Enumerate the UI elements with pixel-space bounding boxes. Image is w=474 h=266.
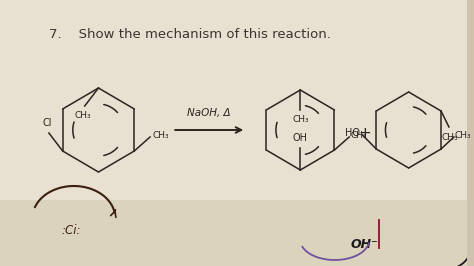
Text: 7.    Show the mechanism of this reaction.: 7. Show the mechanism of this reaction.	[49, 28, 331, 41]
Text: CH₃: CH₃	[350, 131, 367, 140]
Text: :Ci:: :Ci:	[61, 223, 81, 236]
Text: +: +	[358, 126, 371, 140]
Text: NaOH, Δ: NaOH, Δ	[187, 108, 231, 118]
Text: CH₃: CH₃	[455, 131, 472, 139]
Text: CH₃: CH₃	[292, 115, 309, 124]
Text: HO: HO	[345, 128, 359, 138]
Text: CH₃: CH₃	[152, 131, 169, 139]
Bar	[0, 200, 467, 266]
Text: Cl: Cl	[42, 118, 52, 128]
Text: OH⁻: OH⁻	[350, 239, 378, 251]
Text: CH₃: CH₃	[442, 133, 458, 142]
Text: OH: OH	[293, 133, 308, 143]
Text: CH₃: CH₃	[74, 111, 91, 120]
